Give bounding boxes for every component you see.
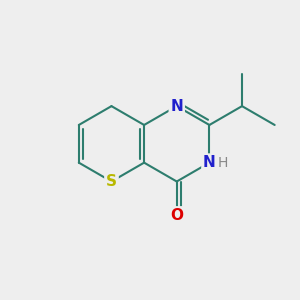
Text: H: H [218,156,228,170]
Text: N: N [203,155,216,170]
Text: O: O [170,208,183,223]
Text: S: S [106,174,117,189]
Text: N: N [170,99,183,114]
